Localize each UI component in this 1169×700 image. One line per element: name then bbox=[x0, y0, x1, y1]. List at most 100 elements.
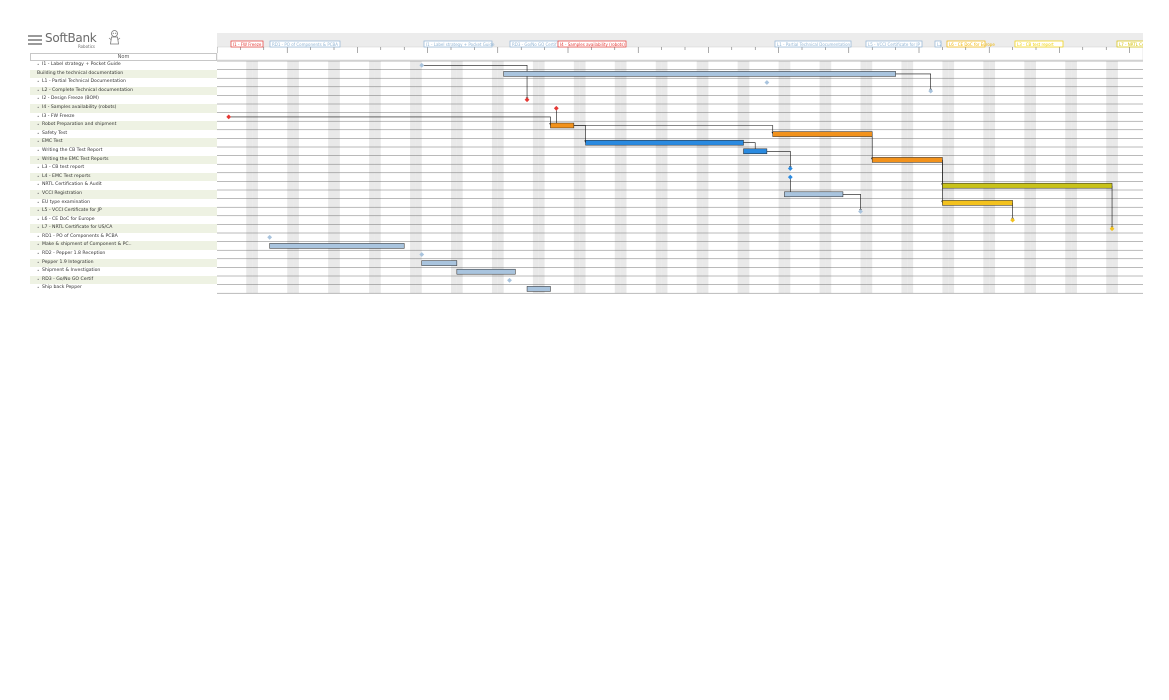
weekend-column bbox=[573, 61, 580, 294]
task-bar[interactable] bbox=[269, 243, 405, 249]
milestone-diamond-icon[interactable] bbox=[1010, 217, 1015, 223]
dependency-link bbox=[743, 142, 756, 152]
task-row[interactable]: • NRTL Certification & Audit bbox=[30, 181, 217, 190]
bullet-icon: • bbox=[37, 225, 40, 231]
task-row[interactable]: • Make & shipment of Component & PC.. bbox=[30, 241, 217, 251]
milestone-label-chip[interactable]: L5 - VCCI Certificate for JP bbox=[865, 40, 923, 48]
task-row[interactable]: • Robot Preparation and shipment bbox=[30, 121, 217, 130]
task-bar[interactable] bbox=[772, 131, 873, 137]
menu-icon[interactable] bbox=[28, 35, 42, 45]
weekend-column bbox=[293, 61, 299, 294]
weekend-column bbox=[415, 61, 422, 294]
milestone-label-chip[interactable]: L3 - CB test report bbox=[1014, 40, 1064, 48]
task-row[interactable]: • Writing the EMC Test Reports bbox=[30, 155, 217, 165]
task-row[interactable]: • EMC Test bbox=[30, 138, 217, 147]
task-bar[interactable] bbox=[871, 157, 943, 163]
task-name: Building the technical documentation bbox=[37, 70, 124, 76]
bullet-icon: • bbox=[37, 62, 40, 67]
task-name: L4 - EMC Test reports bbox=[42, 173, 91, 179]
milestone-diamond-icon[interactable] bbox=[507, 277, 512, 283]
weekend-column bbox=[374, 61, 381, 294]
milestone-label-chip[interactable]: L2 bbox=[934, 40, 942, 48]
milestone-label-chip[interactable]: L6 - CE DoC for Europe bbox=[946, 40, 995, 48]
task-name: NRTL Certification & Audit bbox=[42, 182, 102, 188]
task-row[interactable]: • RD1 - PO of Components & PCBA bbox=[30, 233, 217, 242]
task-name: I2 - Design Freeze (BOM) bbox=[42, 96, 99, 102]
task-bar[interactable] bbox=[421, 260, 458, 266]
task-row[interactable]: • I2 - Design Freeze (BOM) bbox=[30, 95, 217, 104]
weekend-column bbox=[491, 61, 498, 294]
weekend-column bbox=[614, 61, 621, 294]
milestone-diamond-icon[interactable] bbox=[267, 234, 273, 240]
task-bar[interactable] bbox=[942, 182, 1113, 189]
weekend-column bbox=[328, 61, 334, 294]
task-row[interactable]: • L4 - EMC Test reports bbox=[30, 172, 217, 182]
task-bar[interactable] bbox=[503, 71, 896, 77]
weekend-column bbox=[1065, 61, 1072, 294]
milestone-label-chip[interactable]: L7 - NRTL Certificate for US/CA bbox=[1116, 40, 1143, 48]
task-bar[interactable] bbox=[743, 148, 768, 155]
chip-box bbox=[1014, 40, 1064, 48]
task-row[interactable]: • RD2 - Pepper 1.8 Reception bbox=[30, 250, 217, 259]
task-bar[interactable] bbox=[550, 122, 575, 129]
weekend-column bbox=[901, 61, 908, 294]
milestone-diamond-icon[interactable] bbox=[787, 174, 793, 180]
task-row[interactable]: • Safety Test bbox=[30, 130, 217, 139]
task-bar[interactable] bbox=[942, 200, 1013, 206]
milestone-diamond-icon[interactable] bbox=[524, 97, 530, 103]
milestone-label-chip[interactable]: I1 - FW Freeze bbox=[230, 40, 264, 48]
weekend-column bbox=[784, 61, 791, 294]
milestone-label-chip[interactable]: I4 - Samples availability (robots) bbox=[557, 40, 627, 48]
milestone-diamond-icon[interactable] bbox=[1109, 226, 1115, 232]
milestone-diamond-icon[interactable] bbox=[764, 80, 770, 85]
timeline-header-band bbox=[217, 33, 1143, 47]
task-row[interactable]: • Shipment & Investigation bbox=[30, 267, 217, 276]
task-row[interactable]: • L5 - VCCI Certificate for JP bbox=[30, 207, 217, 216]
chip-box bbox=[934, 40, 942, 48]
task-row[interactable]: • I1 - Label strategy + Pocket Guide bbox=[30, 61, 217, 70]
milestone-label-chip[interactable]: RD1 - PO of Components & PCBA bbox=[269, 40, 341, 48]
task-bar[interactable] bbox=[784, 191, 844, 198]
timeline-scale bbox=[217, 46, 1143, 61]
task-row[interactable]: • L7 - NRTL Certificate for US/CA bbox=[30, 224, 217, 233]
task-row[interactable]: • I3 - FW Freeze bbox=[30, 113, 217, 122]
milestone-diamond-icon[interactable] bbox=[553, 105, 559, 111]
bullet-icon: • bbox=[37, 190, 40, 196]
task-row[interactable]: • L6 - CE DoC for Europe bbox=[30, 216, 217, 225]
milestone-diamond-icon[interactable] bbox=[858, 209, 863, 214]
task-name: Writing the CB Test Report bbox=[42, 147, 103, 153]
task-row[interactable]: Building the technical documentation bbox=[30, 69, 217, 79]
task-row[interactable]: • EU type examination bbox=[30, 199, 217, 208]
task-row[interactable]: • L1 - Partial Technical Documentation bbox=[30, 78, 217, 87]
task-row[interactable]: • L3 - CB test report bbox=[30, 164, 217, 173]
task-row[interactable]: • Writing the CB Test Report bbox=[30, 147, 217, 156]
softbank-robotics-logo: SoftBank Robotics bbox=[28, 30, 126, 52]
task-row[interactable]: • VCCI Registration bbox=[30, 189, 217, 199]
milestone-diamond-icon[interactable] bbox=[787, 166, 793, 171]
milestone-diamond-icon[interactable] bbox=[928, 88, 934, 94]
task-row[interactable]: • L2 - Complete Technical documentation bbox=[30, 86, 217, 96]
task-name: RD1 - PO of Components & PCBA bbox=[42, 233, 118, 239]
weekend-column bbox=[907, 61, 914, 294]
task-row[interactable]: • Ship back Pepper bbox=[30, 284, 217, 293]
task-name: Ship back Pepper bbox=[42, 285, 82, 291]
task-name: L2 - Complete Technical documentation bbox=[42, 87, 134, 93]
milestone-label-chip[interactable]: L1 - Partial Technical Documentation bbox=[774, 40, 852, 48]
weekend-column bbox=[410, 61, 416, 294]
weekend-column bbox=[620, 61, 627, 294]
task-name-column-header[interactable]: Nom bbox=[30, 53, 217, 61]
task-bar[interactable] bbox=[526, 286, 551, 292]
task-name: Writing the EMC Test Reports bbox=[42, 156, 109, 162]
weekend-column bbox=[1024, 61, 1031, 294]
task-row[interactable]: • I4 - Samples availability (robots) bbox=[30, 103, 217, 113]
weekend-column bbox=[778, 61, 785, 294]
bullet-icon: • bbox=[37, 165, 40, 171]
milestone-diamond-icon[interactable] bbox=[226, 114, 232, 120]
task-row[interactable]: • Pepper 1.9 Integration bbox=[30, 258, 217, 268]
task-name: Pepper 1.9 Integration bbox=[42, 259, 94, 265]
task-row[interactable]: • RD3 - Go/No GO Certif bbox=[30, 275, 217, 285]
task-bar[interactable] bbox=[585, 139, 744, 146]
task-bar[interactable] bbox=[456, 268, 516, 275]
milestone-label-chip[interactable]: I1 - Label strategy + Pocket Guide bbox=[423, 40, 495, 48]
milestone-label-chip[interactable]: RD3 - Go/No GO Certif bbox=[509, 40, 559, 48]
